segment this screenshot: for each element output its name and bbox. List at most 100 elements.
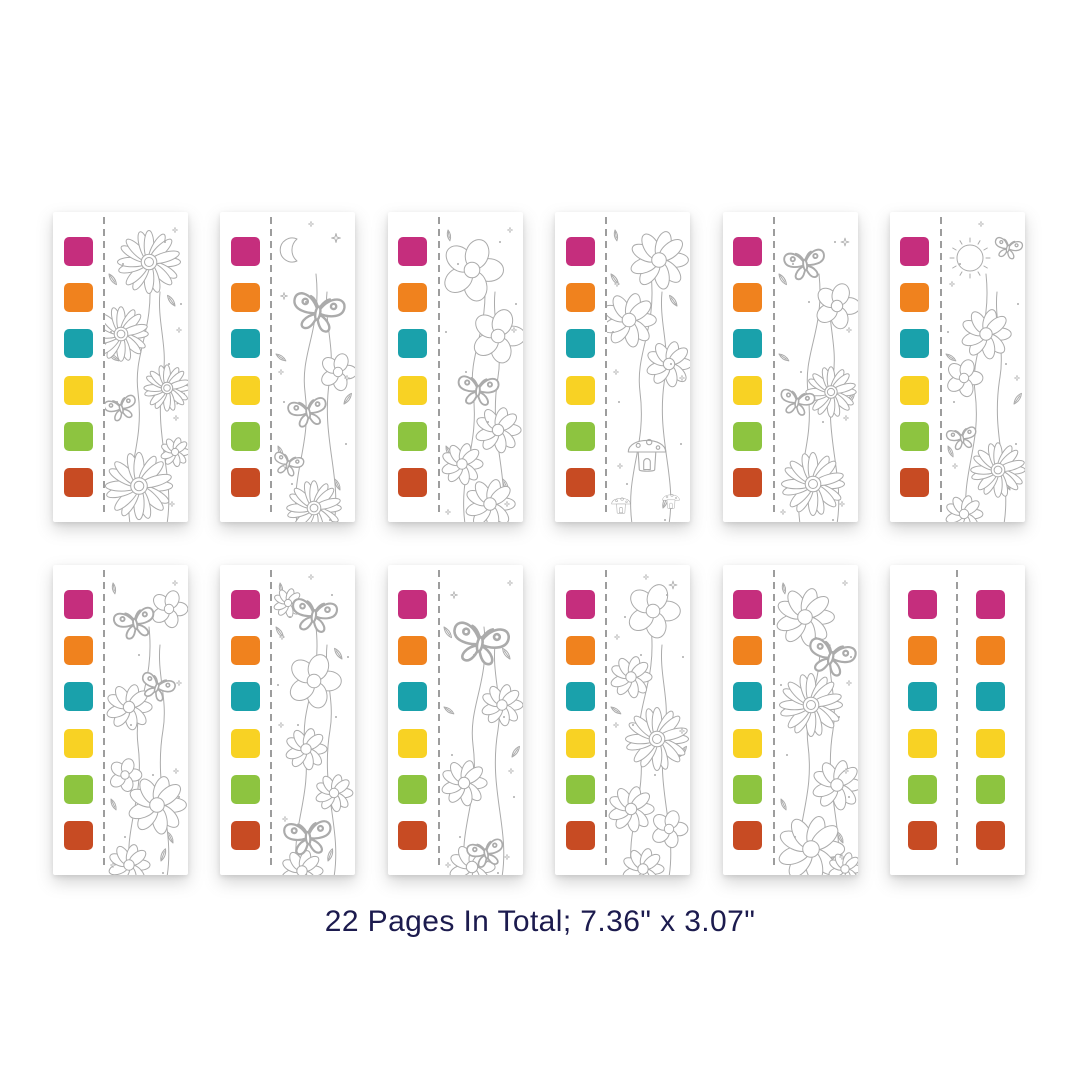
paint-swatch-rust-red [565, 820, 595, 850]
fold-perforation-line [103, 217, 105, 517]
paint-swatch-green [398, 421, 428, 451]
paint-swatch-yellow [63, 375, 93, 405]
paint-swatch-teal [63, 682, 93, 712]
paint-swatch-green [230, 421, 260, 451]
paint-swatch-yellow [733, 375, 763, 405]
paint-swatch-green [63, 774, 93, 804]
fold-perforation-line [605, 217, 608, 517]
paint-swatch-rust-red [976, 820, 1006, 850]
bookmark-card-11 [722, 565, 858, 875]
paint-swatch-green [733, 774, 763, 804]
paint-swatch-orange [908, 636, 938, 666]
paint-swatch-column [220, 565, 270, 875]
paint-swatch-teal [230, 682, 260, 712]
paint-swatch-yellow [398, 728, 428, 758]
coloring-art-moonlit-butterflies [272, 212, 356, 522]
bookmark-card-10 [555, 565, 691, 875]
paint-swatch-rust-red [63, 820, 93, 850]
paint-swatch-orange [63, 283, 93, 313]
bookmark-card-8 [220, 565, 356, 875]
paint-swatch-rust-red [733, 467, 763, 497]
paint-swatch-column [555, 212, 605, 522]
paint-swatch-green [900, 421, 930, 451]
paint-swatch-rust-red [230, 820, 260, 850]
paint-swatch-rust-red [230, 467, 260, 497]
bookmark-grid [53, 212, 1025, 875]
bookmark-card-2 [220, 212, 356, 522]
paint-swatch-column [388, 212, 438, 522]
coloring-art-sunflower-garden [105, 212, 188, 522]
paint-swatch-magenta [733, 237, 763, 266]
paint-swatch-column [958, 565, 1024, 875]
coloring-art-butterfly-poppies [272, 565, 355, 875]
paint-swatch-green [908, 774, 938, 804]
paint-swatch-teal [900, 329, 930, 359]
coloring-art-sunny-meadow [942, 212, 1025, 522]
paint-swatch-orange [230, 636, 260, 666]
paint-swatch-green [733, 421, 763, 451]
fold-perforation-line [270, 217, 273, 517]
paint-swatch-orange [398, 283, 428, 313]
paint-swatch-yellow [398, 375, 428, 405]
paint-swatch-teal [976, 682, 1006, 712]
paint-swatch-rust-red [398, 820, 428, 850]
paint-swatch-magenta [900, 237, 930, 266]
paint-swatch-green [565, 421, 595, 451]
paint-swatch-magenta [565, 590, 595, 619]
paint-swatch-orange [230, 283, 260, 313]
paint-swatch-teal [908, 682, 938, 712]
paint-swatch-column [723, 565, 773, 875]
bookmark-row-2 [53, 565, 1025, 875]
bookmark-card-4 [555, 212, 691, 522]
paint-swatch-orange [565, 283, 595, 313]
paint-swatch-orange [63, 636, 93, 666]
coloring-art-butterfly-blooms [105, 565, 188, 875]
paint-swatch-magenta [908, 590, 938, 619]
bookmark-row-1 [53, 212, 1025, 522]
paint-swatch-column [53, 212, 103, 522]
paint-swatch-rust-red [565, 467, 595, 497]
fold-perforation-line [772, 570, 775, 870]
paint-swatch-magenta [733, 590, 763, 619]
paint-swatch-rust-red [900, 467, 930, 497]
paint-swatch-magenta [398, 237, 428, 266]
coloring-art-daisy-mushroom-house [607, 212, 691, 522]
paint-swatch-magenta [230, 237, 260, 266]
paint-swatch-orange [733, 636, 763, 666]
bookmark-card-3 [387, 212, 523, 522]
bookmark-card-6 [889, 212, 1025, 522]
paint-swatch-yellow [63, 728, 93, 758]
bookmark-card-7 [53, 565, 188, 875]
paint-swatch-column [723, 212, 773, 522]
paint-swatch-column [388, 565, 438, 875]
bookmark-card-9 [387, 565, 523, 875]
paint-swatch-teal [230, 329, 260, 359]
fold-perforation-line [939, 217, 942, 517]
paint-swatch-column [555, 565, 605, 875]
paint-swatch-magenta [976, 590, 1006, 619]
paint-swatch-magenta [398, 590, 428, 619]
paint-swatch-orange [900, 283, 930, 313]
paint-swatch-green [565, 774, 595, 804]
paint-swatch-green [63, 421, 93, 451]
paint-swatch-yellow [565, 375, 595, 405]
paint-swatch-rust-red [733, 820, 763, 850]
paint-swatch-orange [976, 636, 1006, 666]
fold-perforation-line [437, 217, 440, 517]
fold-perforation-line [270, 570, 273, 870]
bookmark-card-5 [722, 212, 858, 522]
coloring-art-poppy-blossoms [440, 212, 523, 522]
paint-swatch-green [398, 774, 428, 804]
paint-swatch-magenta [565, 237, 595, 266]
paint-swatch-teal [565, 682, 595, 712]
paint-swatch-column [220, 212, 270, 522]
bookmark-card-12 [889, 565, 1025, 875]
product-caption: 22 Pages In Total; 7.36" x 3.07" [324, 905, 756, 938]
coloring-art-wildflower-mix [607, 565, 690, 875]
paint-swatch-rust-red [63, 467, 93, 497]
fold-perforation-line [955, 570, 958, 870]
paint-swatch-orange [565, 636, 595, 666]
fold-perforation-line [772, 217, 775, 517]
paint-swatch-yellow [908, 728, 938, 758]
